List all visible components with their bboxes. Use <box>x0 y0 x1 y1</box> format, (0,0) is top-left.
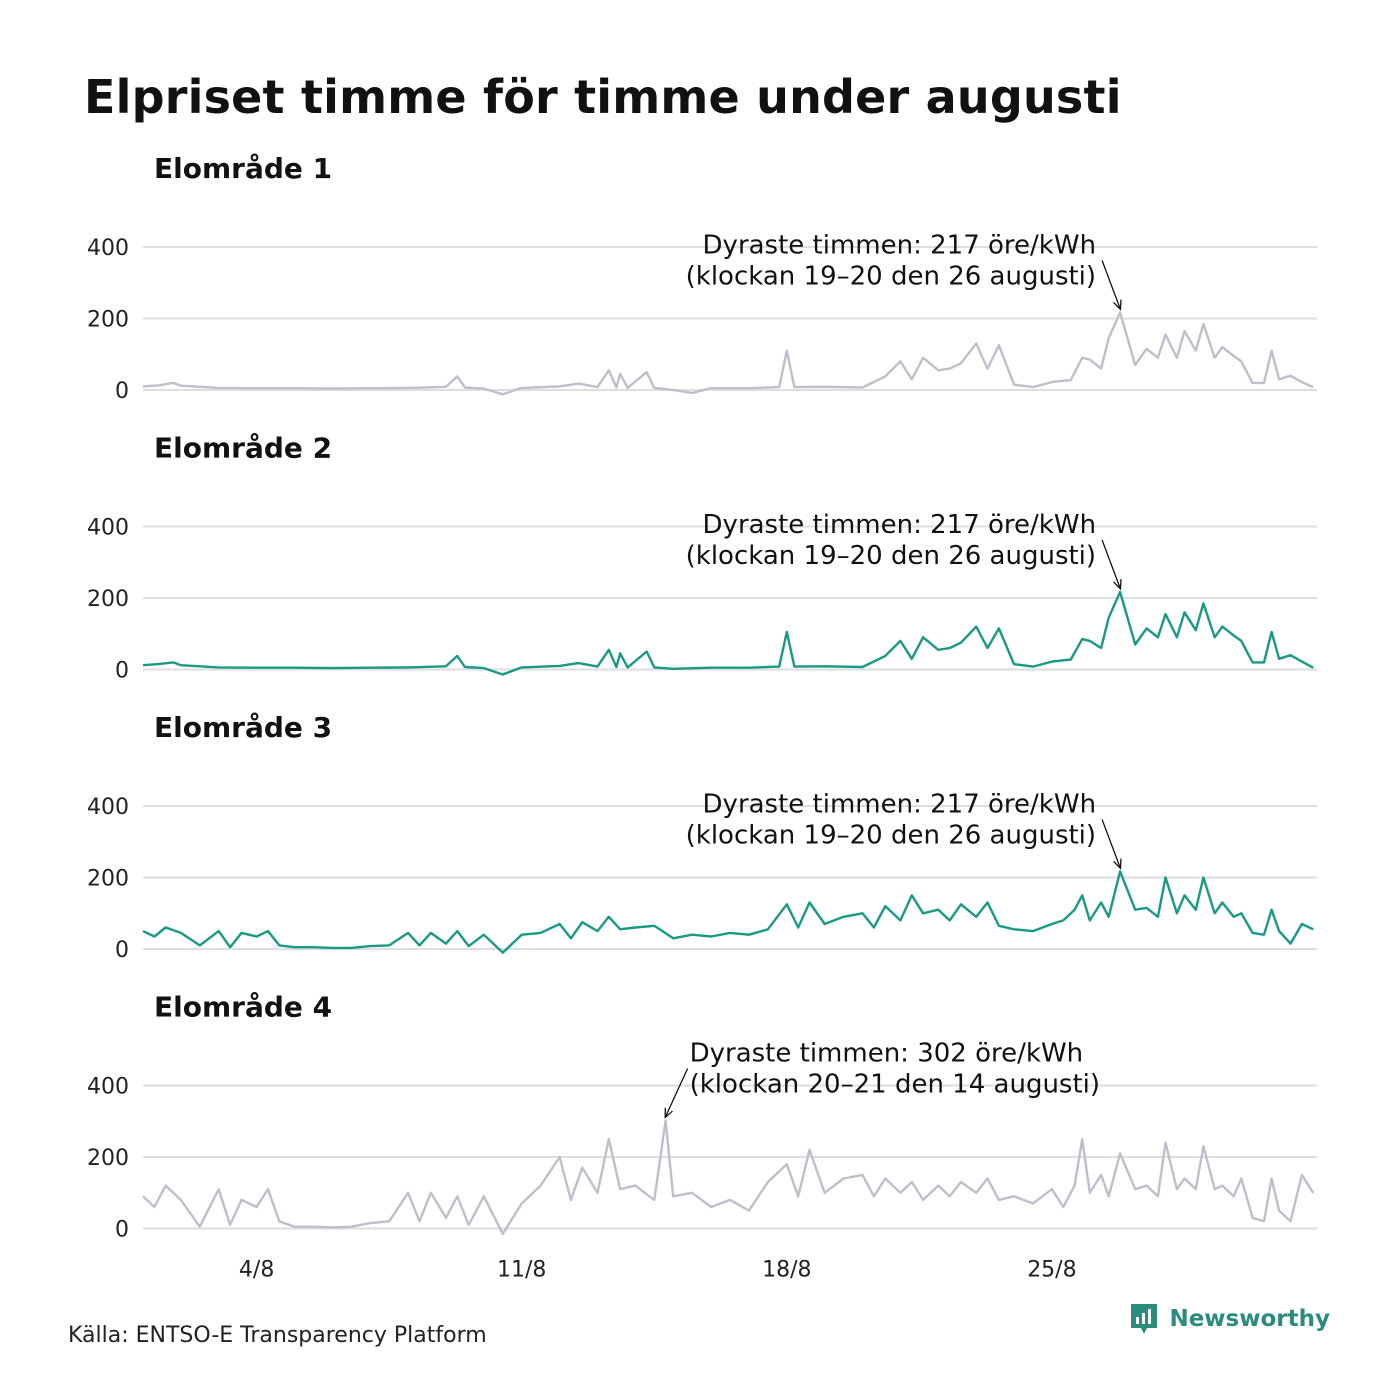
peak-annotation-line1: Dyraste timmen: 217 öre/kWh <box>703 230 1097 260</box>
series-line <box>142 1119 1315 1236</box>
panel-title: Elområde 3 <box>154 711 332 744</box>
brand[interactable]: Newsworthy <box>1129 1302 1330 1336</box>
brand-name: Newsworthy <box>1169 1306 1330 1332</box>
y-tick-label: 0 <box>115 1218 129 1243</box>
y-tick-label: 200 <box>87 308 129 333</box>
y-tick-label: 400 <box>87 1075 129 1100</box>
peak-annotation-line1: Dyraste timmen: 217 öre/kWh <box>703 789 1097 819</box>
y-tick-label: 200 <box>87 1146 129 1171</box>
peak-annotation-line1: Dyraste timmen: 302 öre/kWh <box>690 1039 1084 1069</box>
newsworthy-logo-icon <box>1131 1304 1158 1334</box>
panel-title: Elområde 1 <box>154 152 332 185</box>
y-tick-label: 200 <box>87 587 129 612</box>
peak-arrow <box>1101 260 1120 308</box>
peak-arrow <box>1101 819 1120 867</box>
peak-annotation-line2: (klockan 20–21 den 14 augusti) <box>690 1070 1100 1100</box>
peak-annotation-line1: Dyraste timmen: 217 öre/kWh <box>703 510 1097 540</box>
y-tick-label: 0 <box>115 659 129 684</box>
peak-arrow <box>1101 539 1120 588</box>
y-tick-label: 0 <box>115 938 129 963</box>
x-tick-label: 4/8 <box>239 1258 274 1283</box>
x-tick-label: 18/8 <box>762 1258 811 1283</box>
series-line <box>142 590 1314 676</box>
peak-annotation-line2: (klockan 19–20 den 26 augusti) <box>686 261 1096 291</box>
series-line <box>142 870 1314 954</box>
x-tick-label: 25/8 <box>1027 1258 1076 1283</box>
panel-title: Elområde 2 <box>154 432 332 465</box>
peak-annotation-line2: (klockan 19–20 den 26 augusti) <box>686 541 1096 571</box>
y-tick-label: 0 <box>115 379 129 404</box>
chart-canvas: Elområde 1 0 200 400 Dyraste timmen: 217 öre… <box>87 152 1317 1283</box>
y-tick-label: 400 <box>87 795 129 820</box>
source-credit: Källa: ENTSO-E Transparency Platform <box>68 1323 487 1348</box>
y-tick-label: 400 <box>87 236 129 261</box>
peak-annotation-line2: (klockan 19–20 den 26 augusti) <box>686 820 1096 850</box>
peak-arrow <box>666 1068 689 1117</box>
panel-title: Elområde 4 <box>154 991 332 1024</box>
x-tick-label: 11/8 <box>497 1258 546 1283</box>
y-tick-label: 400 <box>87 516 129 541</box>
series-line <box>142 311 1314 396</box>
chart-title: Elpriset timme för timme under augusti <box>84 70 1122 124</box>
y-tick-label: 200 <box>87 867 129 892</box>
